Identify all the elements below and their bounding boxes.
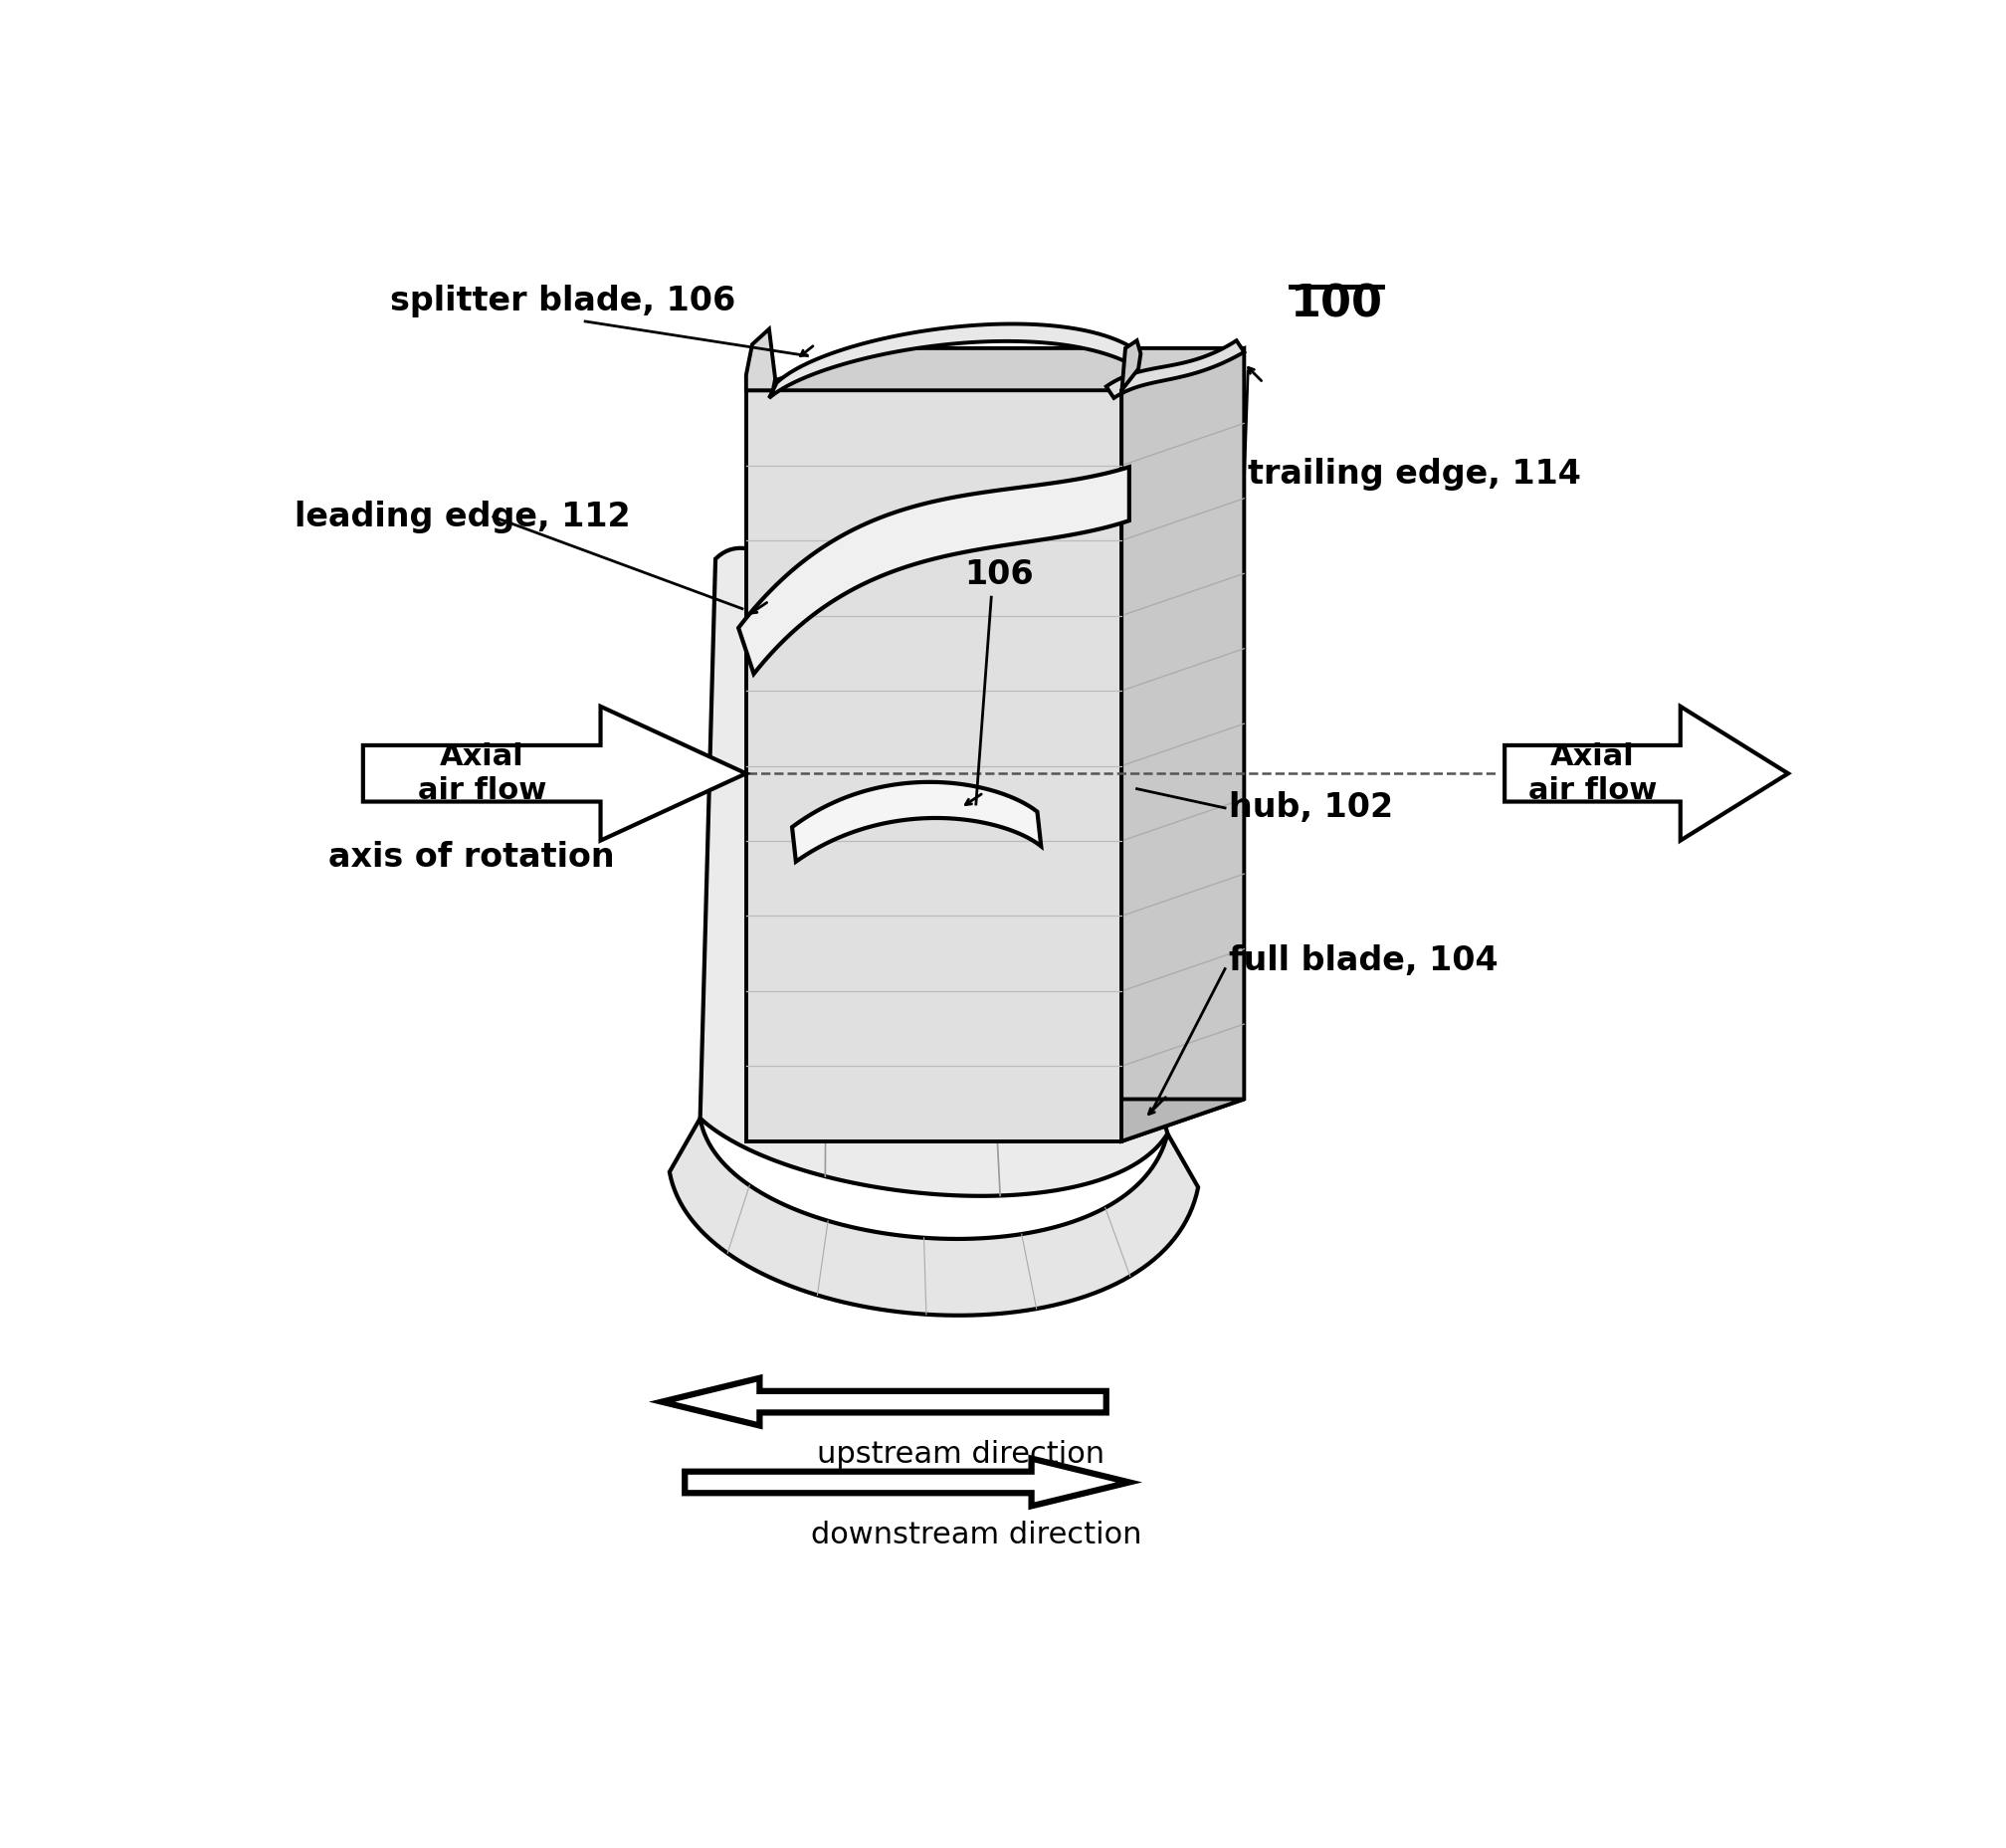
Polygon shape (1121, 340, 1141, 394)
Polygon shape (738, 468, 1129, 675)
Text: 106: 106 (965, 558, 1033, 591)
Polygon shape (1121, 347, 1244, 1142)
Polygon shape (670, 1118, 1198, 1316)
Polygon shape (684, 1458, 1129, 1506)
Text: hub, 102: hub, 102 (1230, 791, 1392, 824)
Text: Axial
air flow: Axial air flow (1529, 743, 1657, 804)
Text: full blade, 104: full blade, 104 (1230, 944, 1498, 978)
Text: axis of rotation: axis of rotation (329, 841, 614, 874)
Polygon shape (700, 549, 1167, 1196)
Text: leading edge, 112: leading edge, 112 (295, 501, 630, 534)
Text: trailing edge, 114: trailing edge, 114 (1248, 458, 1581, 492)
Polygon shape (363, 706, 746, 841)
Polygon shape (746, 1100, 1244, 1142)
Polygon shape (1105, 340, 1244, 397)
Polygon shape (662, 1379, 1105, 1425)
Text: upstream direction: upstream direction (816, 1440, 1105, 1469)
Text: splitter blade, 106: splitter blade, 106 (389, 285, 736, 318)
Polygon shape (768, 323, 1137, 397)
Polygon shape (792, 782, 1041, 861)
Polygon shape (1504, 706, 1787, 841)
Text: downstream direction: downstream direction (810, 1521, 1141, 1549)
Text: 100: 100 (1290, 283, 1382, 325)
Polygon shape (746, 329, 774, 390)
Text: Axial
air flow: Axial air flow (417, 743, 546, 804)
Polygon shape (746, 347, 1244, 390)
Polygon shape (746, 390, 1121, 1142)
